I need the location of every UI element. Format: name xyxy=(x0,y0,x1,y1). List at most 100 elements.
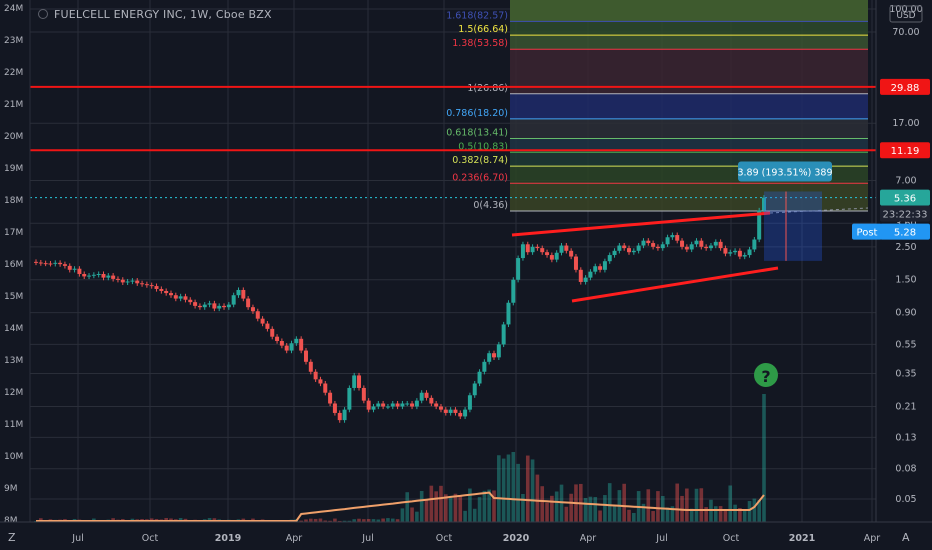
candle xyxy=(545,252,550,256)
price-axis-label: 0.21 xyxy=(895,401,916,412)
candle xyxy=(540,248,545,253)
candle xyxy=(207,303,212,305)
volume-bar xyxy=(632,512,636,522)
volume-bar xyxy=(444,494,448,522)
fib-zone xyxy=(510,183,868,211)
price-axis: 100.0070.0017.007.003.602.501.500.900.55… xyxy=(875,0,932,550)
price-axis-label: 1.50 xyxy=(895,275,916,286)
volume-bar xyxy=(362,519,366,522)
candle xyxy=(482,361,487,372)
candle xyxy=(569,250,574,257)
resistance-price-tag: 29.88 xyxy=(891,83,920,94)
candle xyxy=(410,403,415,407)
volume-bar xyxy=(627,509,631,522)
candle xyxy=(453,409,458,413)
volume-axis-label: 13M xyxy=(4,356,23,366)
candle xyxy=(733,250,738,253)
candle xyxy=(352,375,357,388)
candle xyxy=(361,387,366,401)
price-axis-label: 100.00 xyxy=(889,4,922,15)
candle xyxy=(530,246,535,253)
post-price-tag-box xyxy=(880,223,930,240)
channel-extension-line xyxy=(769,207,869,214)
volume-bar xyxy=(641,503,646,522)
volume-bar xyxy=(516,463,520,522)
price-axis-label: 7.00 xyxy=(895,175,916,186)
volume-bar xyxy=(530,459,535,522)
candle xyxy=(62,264,67,266)
candle xyxy=(279,341,284,346)
candle xyxy=(424,392,429,398)
candle xyxy=(438,406,443,410)
volume-axis-label: 8M xyxy=(4,516,18,526)
candle xyxy=(602,261,607,270)
volume-bar xyxy=(685,488,689,522)
volume-bar xyxy=(747,501,752,522)
candle xyxy=(106,275,111,278)
candle xyxy=(154,286,159,289)
candle xyxy=(665,237,670,245)
auto-scale-button[interactable]: A xyxy=(902,531,910,544)
price-axis-label: 17.00 xyxy=(892,118,919,129)
volume-bar xyxy=(390,518,395,522)
volume-bar xyxy=(352,519,356,522)
candle xyxy=(607,255,612,262)
price-axis-label: 0.90 xyxy=(895,308,916,319)
time-axis: Jul Oct 2019 Apr Jul Oct 2020 Apr Jul Oct 2021 Apr xyxy=(0,521,932,550)
volume-bar xyxy=(487,489,491,522)
candle xyxy=(385,406,390,408)
candle xyxy=(713,241,718,246)
candle xyxy=(631,250,636,253)
candle xyxy=(371,406,376,410)
volume-axis-label: 21M xyxy=(4,100,23,110)
time-axis-label: Jul xyxy=(71,533,83,544)
fib-zone xyxy=(510,93,868,119)
volume-moving-average xyxy=(36,491,765,522)
symbol-title[interactable]: FUELCELL ENERGY INC, 1W, Cboe BZX xyxy=(38,8,272,21)
volume-bar xyxy=(598,510,602,522)
candle xyxy=(87,275,92,277)
volume-bar xyxy=(299,520,303,522)
volume-bar xyxy=(607,483,612,522)
candle xyxy=(43,263,48,265)
volume-bar xyxy=(328,520,332,522)
volume-bar xyxy=(366,518,371,522)
candle xyxy=(313,371,318,380)
candle xyxy=(559,245,564,253)
time-axis-label: Apr xyxy=(580,533,597,544)
volume-bar xyxy=(733,504,737,522)
candle xyxy=(202,304,207,308)
volume-bar xyxy=(405,492,410,522)
volume-bar xyxy=(545,502,549,522)
candle xyxy=(284,345,289,351)
candle xyxy=(564,245,569,251)
candle xyxy=(130,280,135,282)
volume-bar xyxy=(554,491,559,522)
volume-bar xyxy=(318,518,323,522)
volume-bar xyxy=(357,518,361,522)
volume-bar xyxy=(434,491,438,522)
measure-box xyxy=(764,191,822,261)
candle xyxy=(366,400,371,410)
candle xyxy=(101,273,106,278)
candle xyxy=(173,295,178,299)
candle xyxy=(347,387,352,410)
candle xyxy=(757,210,762,240)
volume-bar xyxy=(670,506,675,522)
candle xyxy=(651,243,656,247)
candle xyxy=(506,302,511,325)
candle xyxy=(255,311,260,319)
timezone-button[interactable]: Z xyxy=(8,531,16,544)
volume-bar xyxy=(550,495,554,522)
volume-bar xyxy=(646,489,651,522)
volume-bar xyxy=(699,488,704,522)
candle xyxy=(222,305,227,308)
resistance-price-tag-box xyxy=(880,142,930,159)
candle xyxy=(260,318,265,324)
volume-bar xyxy=(337,520,342,522)
visibility-toggle-icon[interactable] xyxy=(38,9,48,19)
candle xyxy=(400,403,405,407)
volume-bar xyxy=(497,455,501,522)
candle xyxy=(395,403,400,407)
